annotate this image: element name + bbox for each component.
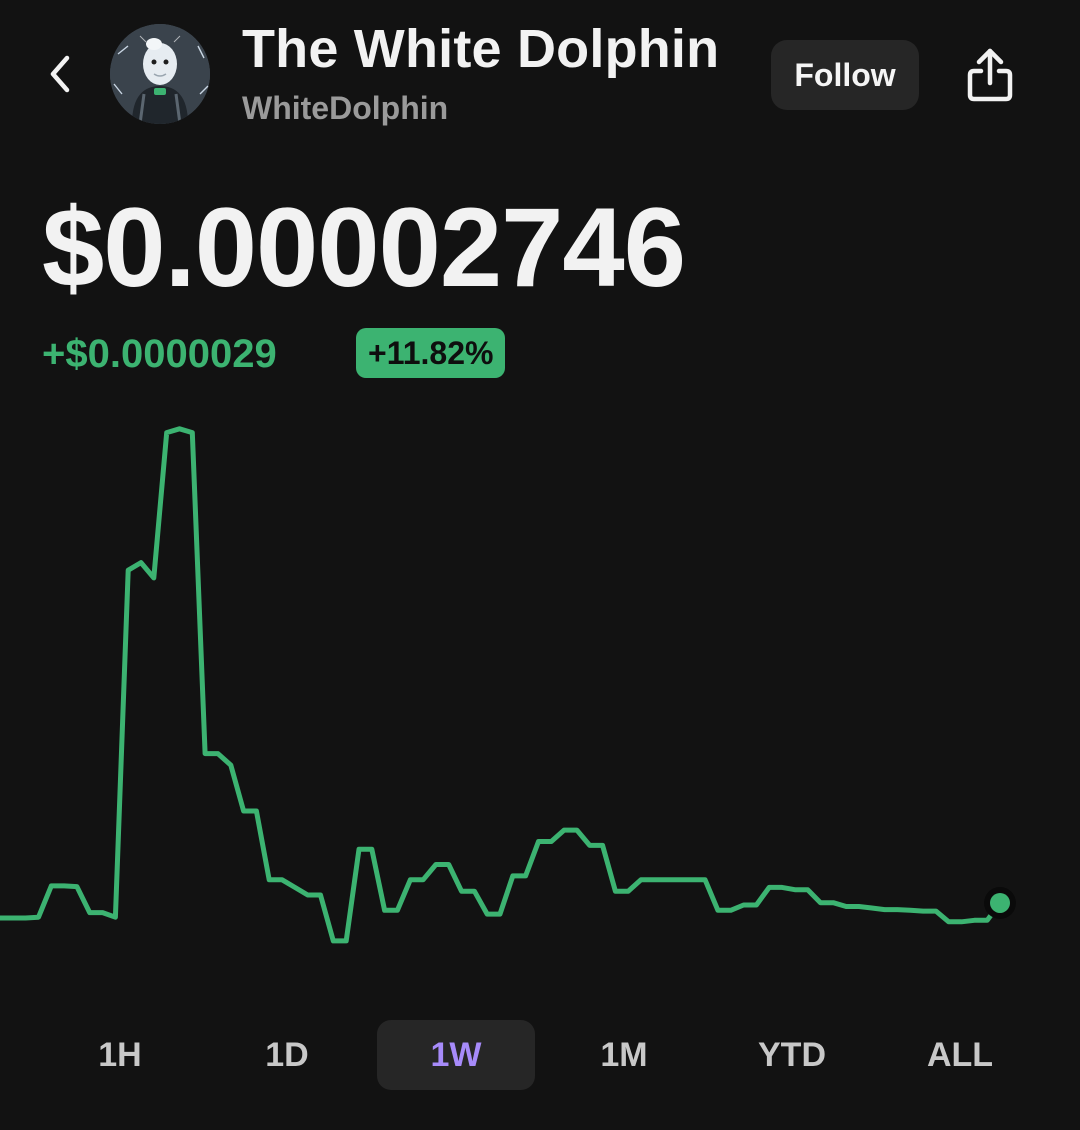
share-icon <box>967 48 1013 102</box>
range-tab-1d[interactable]: 1D <box>265 1035 309 1074</box>
chevron-left-icon <box>50 55 70 93</box>
range-tab-1w[interactable]: 1W <box>377 1020 535 1090</box>
price-chart[interactable] <box>0 400 1080 1000</box>
username-handle: WhiteDolphin <box>242 90 449 126</box>
back-button[interactable] <box>36 50 84 98</box>
share-button[interactable] <box>958 40 1022 110</box>
range-tab-1h[interactable]: 1H <box>98 1035 142 1074</box>
range-tab-ytd[interactable]: YTD <box>758 1035 826 1074</box>
avatar[interactable] <box>110 24 210 124</box>
price-line <box>0 426 1003 944</box>
price-change-percent-badge: +11.82% <box>356 328 506 378</box>
time-range-selector: 1H 1D 1W 1M YTD ALL <box>0 1020 1080 1090</box>
dolphin-avatar-icon <box>110 24 210 124</box>
current-point-marker <box>990 892 1010 913</box>
range-tab-all[interactable]: ALL <box>926 1035 994 1074</box>
range-tab-1m[interactable]: 1M <box>600 1035 648 1074</box>
follow-button[interactable]: Follow <box>771 40 919 110</box>
page-title: The White Dolphin <box>242 19 720 79</box>
current-price: $0.00002746 <box>42 185 686 310</box>
price-change-amount: +$0.0000029 <box>42 332 277 376</box>
header: The White Dolphin WhiteDolphin Follow <box>0 0 1080 150</box>
